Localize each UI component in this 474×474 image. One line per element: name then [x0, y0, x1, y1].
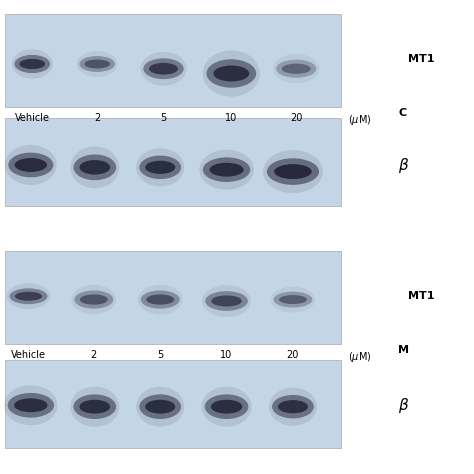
Ellipse shape: [205, 394, 248, 419]
Ellipse shape: [80, 160, 110, 174]
Ellipse shape: [146, 294, 174, 305]
Ellipse shape: [202, 285, 251, 317]
Ellipse shape: [5, 145, 57, 185]
Ellipse shape: [70, 387, 119, 427]
Bar: [5, 251, 341, 344]
Ellipse shape: [263, 150, 323, 193]
Ellipse shape: [203, 157, 250, 182]
Ellipse shape: [139, 155, 181, 179]
Ellipse shape: [136, 387, 184, 427]
Ellipse shape: [12, 49, 53, 79]
Ellipse shape: [73, 155, 116, 180]
Ellipse shape: [14, 55, 50, 73]
Ellipse shape: [138, 285, 182, 314]
Ellipse shape: [84, 60, 110, 68]
Ellipse shape: [141, 291, 180, 309]
Bar: [5, 118, 341, 206]
Ellipse shape: [139, 394, 181, 419]
Ellipse shape: [77, 51, 118, 77]
Ellipse shape: [267, 158, 319, 185]
Ellipse shape: [140, 52, 187, 86]
Text: β: β: [398, 158, 408, 173]
Ellipse shape: [72, 285, 116, 314]
Ellipse shape: [272, 395, 314, 419]
Ellipse shape: [206, 59, 256, 88]
Text: ($\mu$M): ($\mu$M): [348, 350, 372, 364]
Ellipse shape: [210, 163, 244, 177]
Text: 2: 2: [94, 113, 100, 123]
Bar: [5, 360, 341, 448]
Ellipse shape: [274, 164, 312, 179]
Text: 20: 20: [287, 350, 299, 360]
Ellipse shape: [79, 56, 115, 72]
Ellipse shape: [205, 291, 248, 311]
Ellipse shape: [4, 385, 57, 425]
Text: MT1: MT1: [408, 291, 434, 301]
Text: 5: 5: [157, 350, 164, 360]
Bar: [5, 14, 341, 107]
Ellipse shape: [211, 400, 242, 414]
Ellipse shape: [149, 63, 178, 74]
Ellipse shape: [271, 287, 315, 312]
Text: MT1: MT1: [408, 54, 434, 64]
Text: 10: 10: [225, 113, 237, 123]
Ellipse shape: [70, 146, 119, 188]
Text: 5: 5: [160, 113, 167, 123]
Ellipse shape: [73, 394, 116, 419]
Text: Vehicle: Vehicle: [11, 350, 46, 360]
Ellipse shape: [8, 393, 54, 418]
Ellipse shape: [213, 65, 249, 82]
Ellipse shape: [9, 288, 47, 304]
Ellipse shape: [199, 150, 254, 190]
Ellipse shape: [145, 161, 175, 174]
Ellipse shape: [273, 54, 319, 83]
Text: 20: 20: [290, 113, 302, 123]
Text: β: β: [398, 398, 408, 413]
Ellipse shape: [80, 400, 110, 414]
Ellipse shape: [203, 50, 260, 97]
Text: 2: 2: [91, 350, 97, 360]
Ellipse shape: [136, 148, 184, 186]
Text: M: M: [398, 345, 409, 355]
Ellipse shape: [74, 291, 113, 309]
Ellipse shape: [282, 64, 311, 74]
Ellipse shape: [201, 387, 252, 427]
Ellipse shape: [15, 292, 42, 301]
Text: 10: 10: [220, 350, 233, 360]
Ellipse shape: [15, 158, 47, 172]
Ellipse shape: [14, 398, 47, 412]
Text: C: C: [398, 108, 406, 118]
Ellipse shape: [143, 58, 184, 79]
Ellipse shape: [9, 153, 53, 177]
Ellipse shape: [279, 295, 307, 304]
Ellipse shape: [145, 400, 175, 414]
Ellipse shape: [19, 59, 45, 69]
Ellipse shape: [211, 295, 242, 307]
Ellipse shape: [273, 292, 312, 308]
Ellipse shape: [7, 283, 50, 309]
Text: ($\mu$M): ($\mu$M): [348, 113, 372, 127]
Ellipse shape: [269, 388, 317, 426]
Ellipse shape: [80, 294, 108, 305]
Text: Vehicle: Vehicle: [15, 113, 50, 123]
Ellipse shape: [276, 60, 316, 78]
Ellipse shape: [278, 400, 308, 413]
